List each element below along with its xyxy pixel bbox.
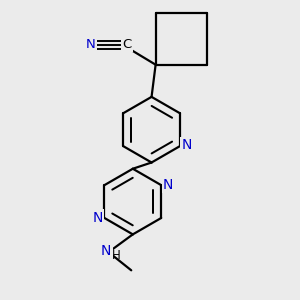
Text: H: H — [112, 249, 121, 262]
Text: N: N — [101, 244, 111, 258]
Text: N: N — [86, 38, 96, 52]
Text: C: C — [123, 38, 132, 51]
Text: N: N — [182, 139, 192, 152]
Text: N: N — [163, 178, 173, 191]
Text: N: N — [92, 211, 103, 225]
